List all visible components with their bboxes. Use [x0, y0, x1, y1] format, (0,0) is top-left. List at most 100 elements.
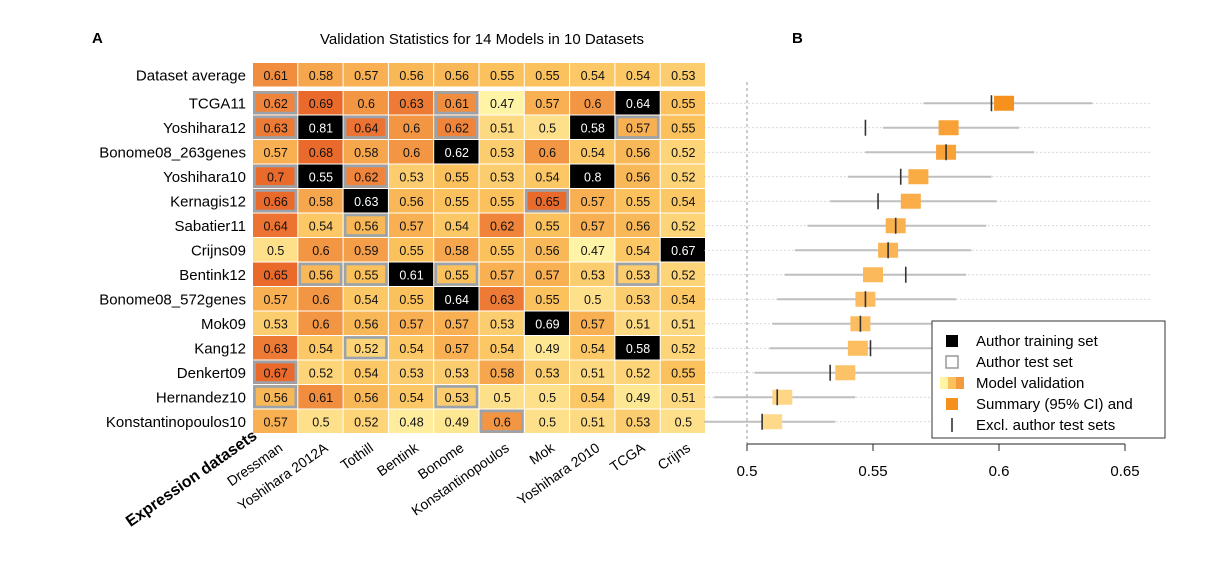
cell-value: 0.56	[399, 195, 423, 209]
cell-value: 0.48	[399, 415, 423, 429]
cell-value: 0.63	[263, 121, 287, 135]
cell-value: 0.55	[490, 195, 514, 209]
heatmap-cell	[298, 385, 343, 409]
x-tick-label: 0.55	[858, 463, 887, 480]
average-cell	[343, 63, 388, 87]
heatmap-cell	[570, 311, 615, 335]
heatmap-cell	[524, 140, 570, 164]
cell-value: 0.57	[535, 268, 559, 282]
cell-value: 0.56	[626, 170, 650, 184]
heatmap-cell	[479, 140, 524, 164]
heatmap-cell	[479, 385, 524, 409]
test-cell-outline	[343, 336, 388, 360]
heatmap-cell	[253, 287, 298, 311]
heatmap-cell	[660, 360, 705, 384]
cell-value: 0.56	[354, 317, 378, 331]
heatmap-cell	[524, 287, 570, 311]
cell-value: 0.64	[626, 97, 650, 111]
average-cell-value: 0.56	[399, 69, 423, 83]
heatmap-cell	[479, 189, 524, 213]
heatmap-cell	[570, 409, 615, 433]
cell-value: 0.58	[445, 244, 469, 258]
cell-value: 0.57	[581, 195, 605, 209]
heatmap-cell	[524, 189, 570, 213]
cell-value: 0.5	[675, 415, 692, 429]
cell-value: 0.5	[312, 415, 329, 429]
training-cell	[524, 311, 570, 335]
cell-value: 0.6	[358, 97, 375, 111]
heatmap-cell	[615, 262, 660, 286]
heatmap-cell	[434, 115, 479, 139]
heatmap-cell	[434, 385, 479, 409]
heatmap-cell	[298, 409, 343, 433]
cell-value: 0.55	[671, 97, 695, 111]
cell-value: 0.49	[535, 342, 559, 356]
heatmap-cell	[570, 385, 615, 409]
heatmap-cell	[343, 115, 388, 139]
heatmap-cell	[570, 287, 615, 311]
test-cell-outline	[253, 91, 298, 115]
heatmap-cell	[479, 360, 524, 384]
cell-value: 0.54	[445, 219, 469, 233]
heatmap-cell	[253, 164, 298, 188]
heatmap-cell	[298, 238, 343, 262]
cell-value: 0.53	[490, 170, 514, 184]
heatmap-cell	[343, 336, 388, 360]
cell-value: 0.56	[263, 391, 287, 405]
row-label: Hernandez10	[156, 389, 246, 406]
cell-value: 0.6	[584, 97, 601, 111]
column-label: Tothill	[337, 439, 376, 473]
cell-value: 0.53	[535, 366, 559, 380]
heatmap-cell	[615, 115, 660, 139]
summary-box	[900, 193, 921, 209]
training-cell	[570, 164, 615, 188]
heatmap-cell	[524, 360, 570, 384]
cell-value: 0.54	[671, 293, 695, 307]
cell-value: 0.69	[535, 317, 559, 331]
cell-value: 0.67	[263, 366, 287, 380]
heatmap-cell	[388, 115, 434, 139]
cell-value: 0.61	[399, 268, 423, 282]
cell-value: 0.53	[626, 293, 650, 307]
heatmap-cell	[615, 385, 660, 409]
legend-test-swatch	[945, 355, 959, 369]
x-tick-label: 0.6	[989, 463, 1010, 480]
heatmap-cell	[479, 311, 524, 335]
cell-value: 0.58	[581, 121, 605, 135]
row-label: Mok09	[201, 316, 246, 333]
summary-box	[863, 267, 883, 283]
cell-value: 0.56	[535, 244, 559, 258]
panel-a-letter: A	[92, 30, 103, 47]
heatmap-cell	[434, 311, 479, 335]
row-label: Kang12	[194, 340, 246, 357]
heatmap-cell	[343, 213, 388, 237]
heatmap-cell	[660, 140, 705, 164]
cell-value: 0.64	[445, 293, 469, 307]
heatmap-cell	[388, 213, 434, 237]
cell-value: 0.55	[671, 121, 695, 135]
training-cell	[388, 262, 434, 286]
training-cell	[615, 91, 660, 115]
heatmap-cell	[660, 336, 705, 360]
x-tick-label: 0.5	[737, 463, 758, 480]
heatmap-cell	[615, 140, 660, 164]
heatmap-cell	[388, 189, 434, 213]
legend-label: Model validation	[976, 375, 1084, 392]
average-cell-value: 0.54	[581, 69, 605, 83]
test-cell-outline	[434, 385, 479, 409]
heatmap-cell	[253, 360, 298, 384]
cell-value: 0.55	[309, 170, 333, 184]
legend-summary-swatch	[946, 398, 958, 410]
heatmap-cell	[388, 287, 434, 311]
cell-value: 0.57	[490, 268, 514, 282]
heatmap-cell	[524, 409, 570, 433]
cell-value: 0.58	[626, 342, 650, 356]
cell-value: 0.53	[263, 317, 287, 331]
cell-value: 0.57	[581, 219, 605, 233]
test-cell-outline	[615, 262, 660, 286]
cell-value: 0.5	[539, 121, 556, 135]
training-cell	[298, 164, 343, 188]
average-cell-value: 0.53	[671, 69, 695, 83]
heatmap-cell	[253, 140, 298, 164]
legend-label: Author test set	[976, 354, 1074, 371]
